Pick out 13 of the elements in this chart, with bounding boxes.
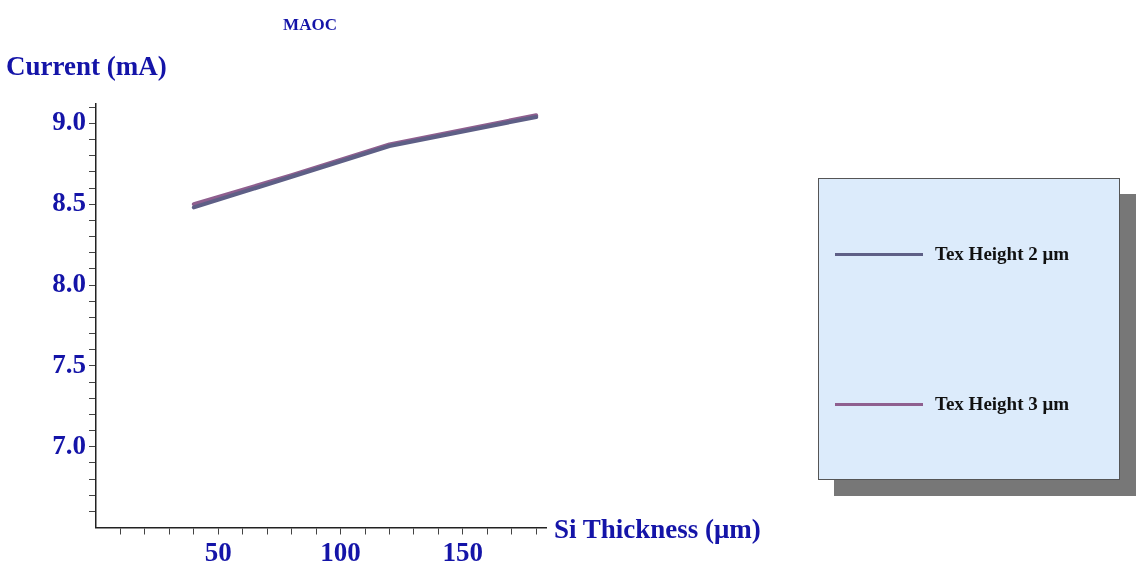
x-tick-label: 50 xyxy=(204,536,232,567)
y-tick-label: 9.0 xyxy=(52,106,86,137)
chart-title: MAOC xyxy=(283,15,337,35)
y-tick-label: 7.5 xyxy=(52,348,86,379)
y-tick-label: 8.0 xyxy=(52,268,86,299)
legend-label: Tex Height 2 μm xyxy=(935,243,1070,265)
x-axis-title: Si Thickness (μm) xyxy=(554,514,761,545)
y-tick-label: 8.5 xyxy=(52,187,86,218)
legend-label: Tex Height 3 μm xyxy=(935,393,1070,415)
y-axis-title: Current (mA) xyxy=(6,50,167,81)
y-tick-label: 7.0 xyxy=(52,429,86,460)
x-tick-label: 100 xyxy=(320,536,361,567)
x-tick-label: 150 xyxy=(442,536,484,567)
